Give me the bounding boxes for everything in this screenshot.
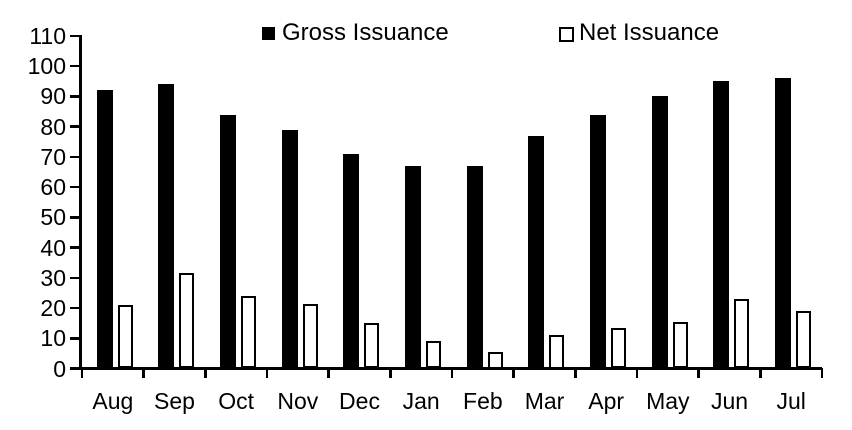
bar-net-may: [672, 321, 688, 369]
bar-net-jan: [425, 341, 441, 369]
y-tick-80: [70, 125, 80, 128]
x-tick-label-aug: Aug: [92, 388, 134, 414]
x-tick-label-dec: Dec: [339, 388, 380, 414]
x-tick-label-may: May: [646, 388, 690, 414]
y-tick-label-60: 60: [40, 174, 66, 201]
y-tick-label-30: 30: [40, 264, 66, 291]
y-tick-90: [70, 95, 80, 98]
x-tick-9: [635, 368, 639, 378]
y-tick-40: [70, 246, 80, 249]
bar-net-mar: [549, 335, 565, 369]
y-tick-30: [70, 276, 80, 280]
gross-issuance-swatch-icon: [262, 27, 275, 40]
y-tick-label-10: 10: [40, 325, 66, 352]
x-tick-10: [697, 368, 700, 378]
legend-label-gross-issuance: Gross Issuance: [282, 19, 449, 46]
y-tick-label-0: 0: [53, 355, 66, 382]
y-tick-110: [70, 34, 80, 38]
x-tick-label-jun: Jun: [710, 388, 749, 414]
x-tick-label-nov: Nov: [277, 388, 319, 414]
x-tick-2: [204, 368, 207, 378]
y-tick-20: [70, 306, 80, 310]
x-tick-label-feb: Feb: [463, 388, 503, 414]
bar-gross-aug: [96, 90, 113, 369]
x-tick-label-sep: Sep: [154, 388, 195, 414]
bar-net-jun: [734, 298, 750, 369]
x-tick-label-oct: Oct: [218, 388, 255, 414]
bar-gross-feb: [466, 165, 483, 369]
x-tick-6: [450, 368, 454, 378]
y-tick-70: [70, 155, 80, 159]
x-tick-label-apr: Apr: [588, 388, 625, 414]
y-tick-60: [70, 185, 80, 189]
x-tick-7: [512, 368, 515, 378]
y-tick-label-20: 20: [40, 295, 66, 322]
bar-gross-sep: [158, 84, 175, 369]
y-tick-label-80: 80: [40, 113, 66, 140]
bar-gross-dec: [343, 153, 360, 369]
x-tick-label-jan: Jan: [402, 388, 440, 414]
y-tick-label-90: 90: [40, 83, 66, 110]
y-tick-50: [70, 216, 80, 219]
bar-net-sep: [179, 273, 195, 369]
x-tick-label-mar: Mar: [524, 388, 565, 414]
bar-net-dec: [364, 323, 380, 369]
bar-net-jul: [795, 311, 811, 369]
net-issuance-swatch-icon: [559, 27, 574, 42]
bar-net-apr: [610, 327, 626, 369]
bar-gross-oct: [219, 114, 236, 369]
x-tick-3: [265, 368, 269, 378]
y-tick-label-50: 50: [40, 204, 66, 231]
bar-net-feb: [487, 351, 503, 369]
x-tick-5: [389, 368, 392, 378]
x-tick-1: [142, 368, 145, 378]
x-tick-12: [820, 368, 824, 378]
legend-label-net-issuance: Net Issuance: [579, 19, 720, 46]
bar-net-aug: [117, 305, 133, 369]
y-axis-line: [79, 35, 82, 369]
bar-gross-jul: [774, 78, 791, 369]
x-axis-line: [79, 367, 822, 370]
bar-gross-jun: [713, 81, 730, 369]
bar-gross-apr: [589, 114, 606, 369]
y-tick-label-100: 100: [27, 53, 66, 80]
y-tick-label-70: 70: [40, 143, 66, 170]
y-tick-label-40: 40: [40, 234, 66, 261]
x-tick-0: [80, 368, 84, 378]
x-tick-4: [327, 368, 330, 378]
y-tick-label-110: 110: [29, 23, 66, 49]
x-tick-label-jul: Jul: [776, 388, 806, 414]
y-tick-10: [70, 337, 80, 340]
y-tick-100: [70, 64, 80, 68]
bar-gross-jan: [404, 165, 421, 369]
bar-net-nov: [302, 303, 318, 369]
y-tick-0: [70, 367, 80, 370]
x-tick-8: [574, 368, 577, 378]
bar-gross-may: [651, 96, 668, 369]
x-tick-11: [759, 368, 762, 378]
bar-gross-nov: [281, 129, 298, 369]
bar-gross-mar: [528, 135, 545, 369]
bar-net-oct: [240, 295, 256, 369]
